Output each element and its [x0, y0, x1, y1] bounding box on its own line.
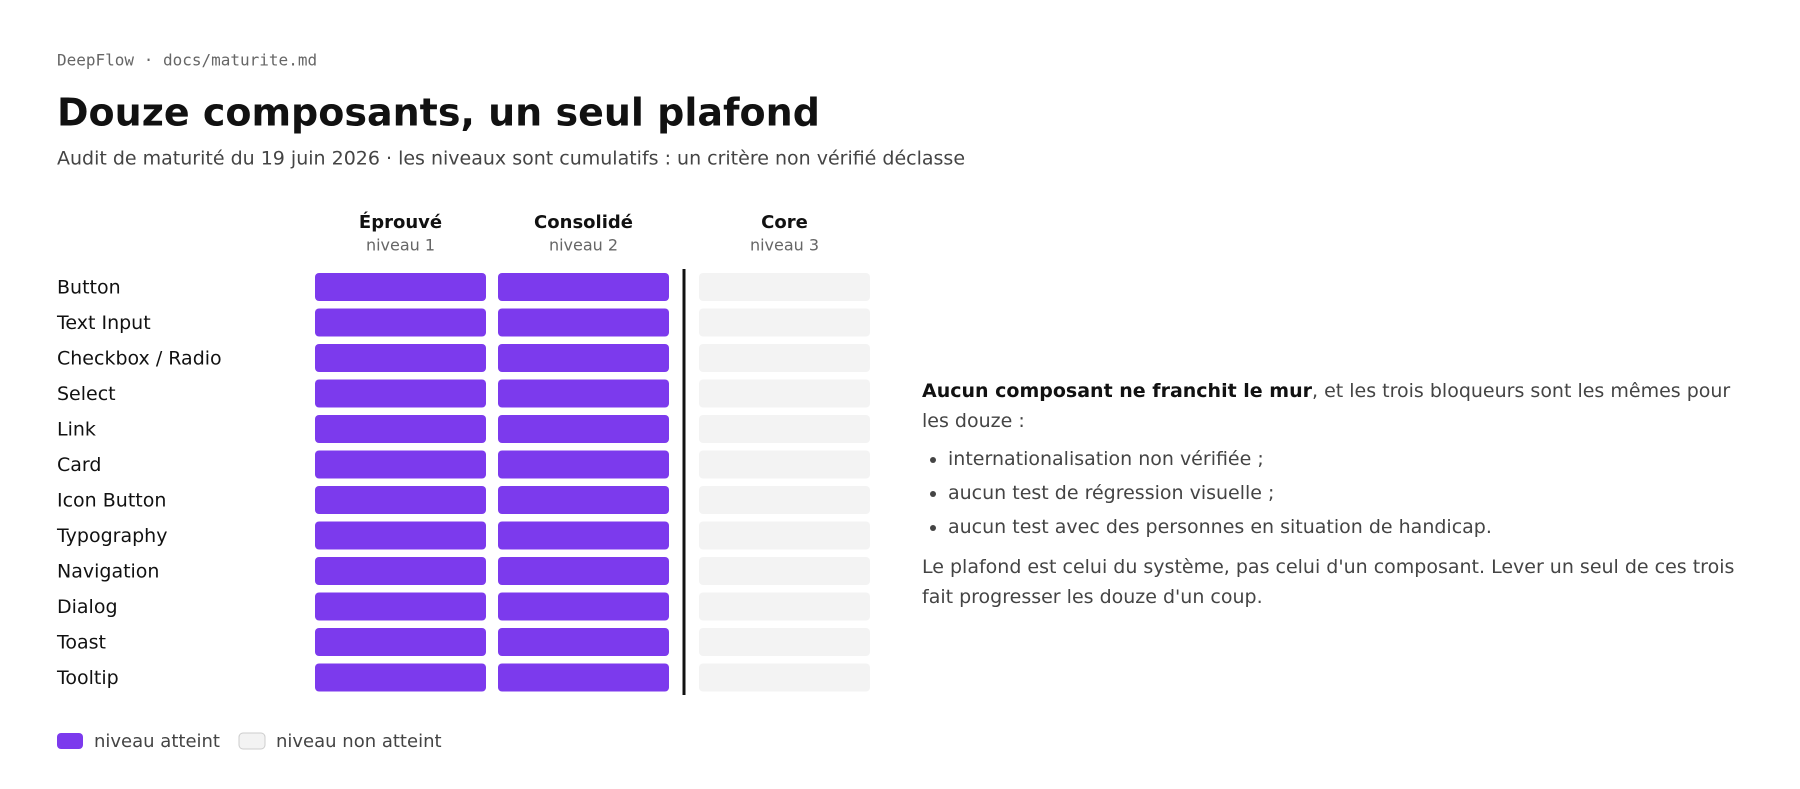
breadcrumb: DeepFlow · docs/maturite.md [57, 51, 317, 70]
bullet: aucun test avec des personnes en situati… [948, 510, 1742, 544]
subtitle: Audit de maturité du 19 juin 2026 · les … [57, 148, 965, 170]
cell [498, 415, 669, 443]
column-level: niveau 2 [549, 236, 618, 255]
cell [699, 628, 870, 656]
cell [498, 521, 669, 550]
cell [699, 379, 870, 408]
cell [315, 628, 486, 656]
cell [498, 308, 669, 337]
row-label: Dialog [57, 596, 118, 618]
cell [498, 628, 669, 656]
legend-label: niveau atteint [94, 731, 220, 752]
cell [498, 273, 669, 301]
cell [315, 273, 486, 301]
cell [315, 592, 486, 621]
cell [315, 521, 486, 550]
cell [315, 450, 486, 479]
legend-swatch [57, 733, 83, 749]
row-label: Tooltip [56, 667, 119, 689]
cell [498, 557, 669, 585]
row-label: Icon Button [57, 490, 166, 512]
row-label: Checkbox / Radio [57, 348, 222, 370]
cell [699, 450, 870, 479]
column-title: Core [761, 212, 808, 233]
bullet: internationalisation non vérifiée ; [948, 442, 1742, 476]
row-label: Navigation [57, 561, 159, 583]
cell [699, 592, 870, 621]
cell [498, 379, 669, 408]
note-intro: Aucun composant ne franchit le mur, et l… [922, 376, 1742, 436]
cell [699, 663, 870, 692]
row-label: Button [57, 277, 121, 299]
cell [699, 308, 870, 337]
cell [699, 557, 870, 585]
row-label: Card [57, 454, 101, 476]
cell [498, 592, 669, 621]
row-label: Toast [56, 632, 106, 654]
bullet: aucun test de régression visuelle ; [948, 476, 1742, 510]
cell [315, 308, 486, 337]
cell [699, 486, 870, 514]
cell [498, 450, 669, 479]
bullet-list: internationalisation non vérifiée ;aucun… [922, 442, 1742, 544]
column-title: Consolidé [534, 212, 633, 233]
legend-swatch [238, 732, 266, 750]
cell [315, 379, 486, 408]
note-conclusion: Le plafond est celui du système, pas cel… [922, 556, 1735, 608]
cell [315, 557, 486, 585]
column-title: Éprouvé [359, 211, 442, 233]
cell [498, 344, 669, 372]
column-level: niveau 3 [750, 236, 819, 255]
cell [498, 486, 669, 514]
cell [699, 415, 870, 443]
cell [498, 663, 669, 692]
cell [315, 486, 486, 514]
note: Aucun composant ne franchit le mur, et l… [922, 376, 1742, 612]
row-label: Text Input [56, 312, 151, 334]
cell [699, 521, 870, 550]
cell [699, 273, 870, 301]
row-label: Typography [56, 525, 167, 547]
cell [315, 415, 486, 443]
cell [699, 344, 870, 372]
column-level: niveau 1 [366, 236, 435, 255]
note-lead: Aucun composant ne franchit le mur [922, 380, 1313, 402]
note-text: , et les trois bloqueurs sont les mêmes … [922, 380, 1731, 432]
cell [315, 663, 486, 692]
cell [315, 344, 486, 372]
row-label: Link [57, 419, 96, 441]
row-label: Select [57, 383, 116, 405]
title: Douze composants, un seul plafond [57, 91, 820, 135]
legend-label: niveau non atteint [276, 731, 442, 752]
